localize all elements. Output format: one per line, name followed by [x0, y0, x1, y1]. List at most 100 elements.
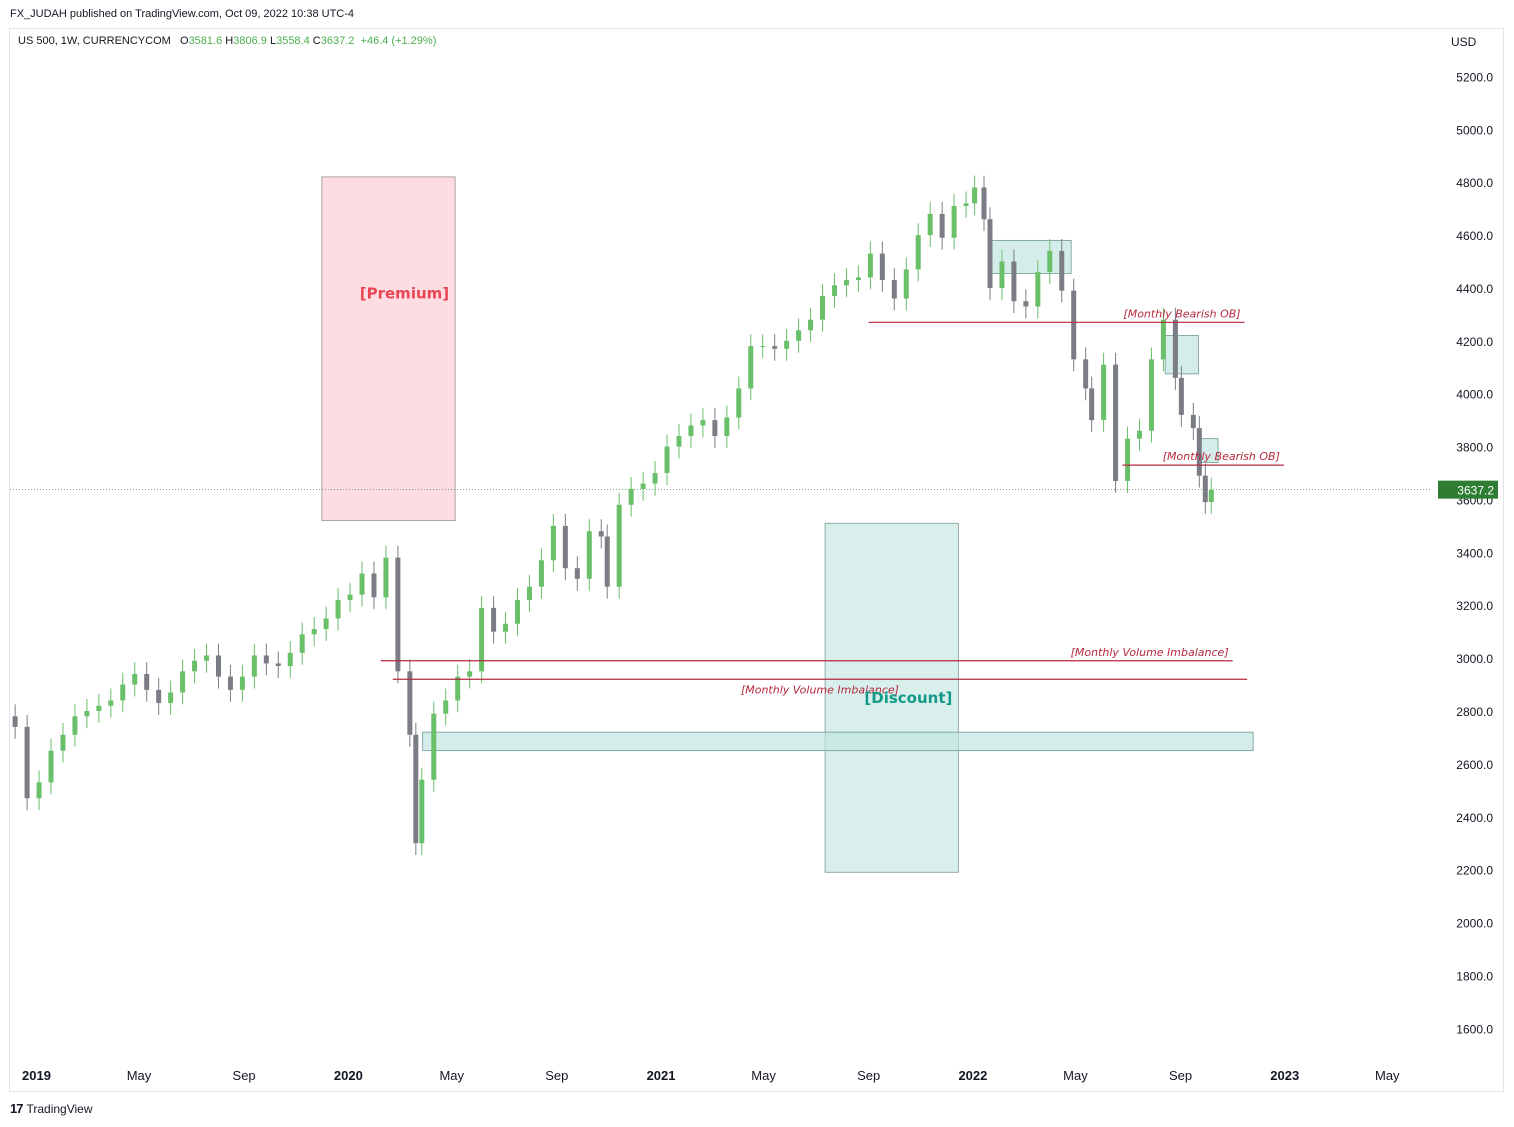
x-tick-label: May [751, 1068, 776, 1083]
candle-body [72, 716, 78, 735]
candle-body [831, 285, 837, 296]
currency-label: USD [1451, 35, 1477, 49]
candle-body [867, 253, 873, 278]
candle-body [48, 750, 54, 783]
discount-label: [Discount] [864, 689, 952, 707]
candle-body [1137, 430, 1143, 439]
y-tick-label: 3800.0 [1456, 441, 1493, 455]
candle-body [963, 203, 969, 206]
y-tick-label: 2000.0 [1456, 917, 1493, 931]
tradingview-footer: 17 TradingView [10, 1101, 93, 1116]
annotation-label: [Monthly Volume Imbalance] [1071, 646, 1229, 659]
x-tick-label: 2022 [958, 1068, 987, 1083]
candle-body [413, 734, 419, 844]
candle-body [772, 346, 778, 349]
y-tick-label: 3000.0 [1456, 652, 1493, 666]
y-tick-label: 5000.0 [1456, 123, 1493, 137]
y-tick-label: 4200.0 [1456, 335, 1493, 349]
candle-body [562, 525, 568, 569]
candle-body [515, 599, 521, 624]
candle-body [204, 655, 210, 661]
candle-body [120, 684, 126, 701]
candle-body [1208, 489, 1214, 503]
candle-body [311, 629, 317, 635]
publisher-line: FX_JUDAH published on TradingView.com, O… [10, 8, 355, 20]
candle-body [574, 568, 580, 579]
candle-body [598, 531, 604, 537]
candle-body [987, 219, 993, 288]
candle-body [1125, 438, 1131, 481]
candle-body [526, 586, 532, 600]
candle-body [604, 536, 610, 587]
premium-label: [Premium] [360, 285, 449, 303]
candle-body [1071, 290, 1077, 360]
candle-body [972, 187, 978, 204]
candle-body [443, 700, 449, 714]
x-tick-label: 2023 [1270, 1068, 1299, 1083]
last-price-badge [1438, 480, 1498, 499]
candle-body [915, 235, 921, 270]
tradingview-logo-icon: 17 [10, 1101, 24, 1116]
bullish-zone [422, 731, 1254, 752]
close-label: C [312, 35, 321, 47]
candle-body [96, 705, 102, 711]
high-value: 3806.9 [233, 35, 267, 47]
discount-zone [824, 522, 959, 873]
candle-body [347, 594, 353, 600]
candle-body [503, 623, 509, 632]
candle-body [820, 295, 826, 320]
candle-body [688, 425, 694, 437]
candle-body [843, 280, 849, 286]
candle-body [550, 525, 556, 561]
candle-body [299, 634, 305, 653]
y-tick-label: 3400.0 [1456, 546, 1493, 560]
candle-body [664, 446, 670, 474]
candle-body [1196, 428, 1202, 476]
candle-body [903, 269, 909, 299]
candle-body [455, 676, 461, 701]
candle-body [407, 671, 413, 735]
candle-body [1035, 272, 1041, 307]
chart-frame [9, 28, 1504, 1092]
candle-body [1160, 319, 1166, 360]
candle-body [724, 417, 730, 437]
candle-body [652, 473, 658, 484]
candle-body [796, 330, 802, 341]
candle-body [239, 676, 245, 690]
candle-body [939, 213, 945, 238]
x-tick-label: May [127, 1068, 152, 1083]
x-tick-label: 2020 [334, 1068, 363, 1083]
candle-body [156, 689, 162, 704]
candle-body [431, 713, 437, 780]
candle-body [951, 205, 957, 238]
candle-body [1047, 250, 1053, 273]
candle-body [640, 483, 646, 489]
y-tick-label: 2600.0 [1456, 758, 1493, 772]
candle-body [1089, 388, 1095, 421]
candle-body [371, 573, 377, 598]
premium-zone [321, 176, 456, 522]
annotation-label: [Monthly Bearish OB] [1123, 307, 1240, 320]
candle-body [383, 557, 389, 598]
last-price-value: 3637.2 [1457, 484, 1494, 498]
candle-body [586, 531, 592, 579]
candle-body [712, 420, 718, 437]
y-tick-label: 2400.0 [1456, 811, 1493, 825]
y-tick-label: 4800.0 [1456, 176, 1493, 190]
open-label: O [180, 35, 189, 47]
x-tick-label: Sep [857, 1068, 880, 1083]
candle-body [227, 676, 233, 690]
candle-body [784, 340, 790, 349]
candle-body [700, 420, 706, 426]
candle-body [676, 436, 682, 447]
candle-body [132, 673, 138, 685]
x-tick-label: May [1063, 1068, 1088, 1083]
candle-body [628, 488, 634, 505]
candle-body [12, 716, 18, 727]
x-tick-label: 2019 [22, 1068, 51, 1083]
brand-name: TradingView [26, 1101, 93, 1116]
candle-body [1101, 364, 1107, 421]
candle-body [808, 319, 814, 331]
candle-body [999, 261, 1005, 288]
